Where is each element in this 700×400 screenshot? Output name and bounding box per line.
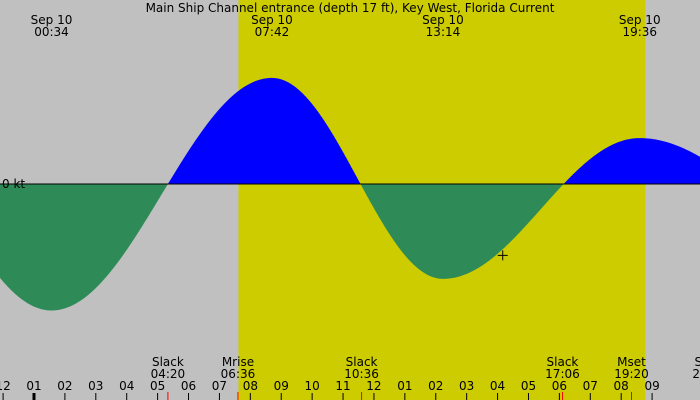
hour-tick-label: 05 xyxy=(521,379,536,393)
event-name-label: Slack xyxy=(152,355,184,369)
hour-tick-label: 12 xyxy=(366,379,381,393)
event-name-label: Mset xyxy=(617,355,646,369)
chart-title: Main Ship Channel entrance (depth 17 ft)… xyxy=(146,1,555,15)
hour-tick-label: 04 xyxy=(119,379,134,393)
hour-tick-label: 09 xyxy=(644,379,659,393)
event-name-label: Slack xyxy=(346,355,378,369)
hour-tick-label: 01 xyxy=(26,379,41,393)
hour-tick-label: 05 xyxy=(150,379,165,393)
extremum-date-label: Sep 10 xyxy=(422,13,464,27)
event-name-label: Mrise xyxy=(222,355,254,369)
current-time-marker xyxy=(497,250,508,261)
extremum-date-label: Sep 10 xyxy=(251,13,293,27)
hour-tick-label: 06 xyxy=(181,379,196,393)
hour-tick-label: 07 xyxy=(583,379,598,393)
event-time-label: 10:36 xyxy=(344,367,379,381)
flood-current-area xyxy=(0,77,700,184)
hour-tick-label: 08 xyxy=(614,379,629,393)
extremum-time-label: 07:42 xyxy=(255,25,290,39)
extremum-date-label: Sep 10 xyxy=(31,13,73,27)
hour-tick-label: 09 xyxy=(274,379,289,393)
hour-tick-label: 02 xyxy=(428,379,443,393)
hour-tick-label: 12 xyxy=(0,379,11,393)
event-time-label: 04:20 xyxy=(151,367,186,381)
event-name-label: Sl xyxy=(695,355,700,369)
extremum-time-label: 00:34 xyxy=(34,25,69,39)
hour-tick-label: 07 xyxy=(212,379,227,393)
hour-tick-label: 11 xyxy=(335,379,350,393)
event-time-label: 17:06 xyxy=(545,367,580,381)
hour-tick-label: 10 xyxy=(305,379,320,393)
event-time-label: 06:36 xyxy=(221,367,256,381)
event-name-label: Slack xyxy=(547,355,579,369)
event-time-label: 21 xyxy=(692,367,700,381)
extremum-date-label: Sep 10 xyxy=(619,13,661,27)
hour-tick-label: 06 xyxy=(552,379,567,393)
event-time-label: 19:20 xyxy=(614,367,649,381)
hour-tick-label: 01 xyxy=(397,379,412,393)
zero-kt-label: 0 kt xyxy=(2,177,25,191)
ebb-current-area xyxy=(0,184,700,311)
hour-tick-label: 02 xyxy=(57,379,72,393)
hour-tick-label: 04 xyxy=(490,379,505,393)
extremum-time-label: 19:36 xyxy=(622,25,657,39)
extremum-time-label: 13:14 xyxy=(426,25,461,39)
hour-tick-label: 03 xyxy=(88,379,103,393)
hour-tick-label: 03 xyxy=(459,379,474,393)
hour-tick-label: 08 xyxy=(243,379,258,393)
